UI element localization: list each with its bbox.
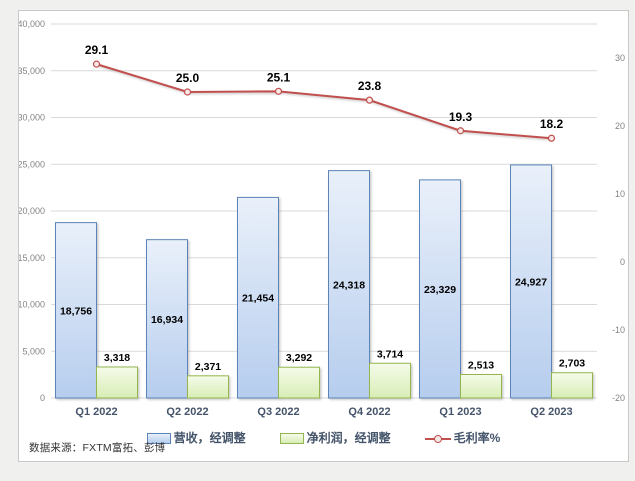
category-label: Q2 2022 [166, 406, 208, 418]
right-axis-tick-label: -10 [612, 325, 625, 335]
category-label: Q3 2022 [257, 406, 299, 418]
profit-bar-label: 3,318 [104, 352, 130, 364]
margin-marker [183, 88, 192, 96]
margin-line [96, 63, 552, 140]
margin-line-swatch-icon [424, 434, 451, 443]
category-label: Q2 2023 [530, 406, 572, 418]
revenue-bar-label: 23,329 [424, 284, 456, 296]
margin-marker [365, 96, 374, 104]
left-axis-tick-label: 25,000 [19, 159, 45, 169]
left-axis-tick-label: 35,000 [19, 66, 45, 76]
margin-marker [547, 134, 556, 142]
chart-panel: 0 5,000 10,000 15,000 20,000 25,000 30,000 35,0… [18, 10, 629, 462]
margin-point-label: 25.0 [176, 71, 200, 85]
left-axis-tick-labels: 0 5,000 10,000 15,000 20,000 25,000 30,000 35,0… [19, 19, 45, 403]
left-axis-tick-label: 40,000 [19, 19, 45, 29]
revenue-bar-series: 18,756 16,934 21,454 24,318 23,329 24,927 [55, 164, 552, 399]
margin-line-series: 29.1 25.0 25.1 23.8 19.3 18.2 [85, 43, 564, 142]
margin-marker [92, 60, 101, 68]
right-axis-tick-labels: -20 -10 0 10 20 30 [612, 53, 625, 403]
profit-bar-label: 3,292 [286, 352, 312, 364]
legend-label-margin: 毛利率% [453, 431, 501, 445]
right-axis-tick-label: 30 [615, 53, 625, 63]
category-label: Q4 2022 [348, 406, 390, 418]
right-axis-tick-label: -20 [612, 393, 625, 403]
profit-bar-series: 3,318 2,371 3,292 3,714 2,513 2,703 [96, 348, 593, 399]
revenue-bar [146, 239, 188, 399]
revenue-bar-label: 18,756 [60, 305, 92, 317]
revenue-bar [510, 164, 552, 399]
revenue-bar-label: 16,934 [151, 314, 183, 326]
profit-bar-label: 2,371 [195, 361, 221, 373]
legend-item-profit: 净利润，经调整 [279, 431, 391, 445]
category-label: Q1 2022 [75, 406, 117, 418]
chart-legend: 营收，经调整 净利润，经调整 毛利率% [19, 429, 628, 447]
legend-item-margin: 毛利率% [424, 431, 501, 445]
margin-point-label: 23.8 [358, 79, 382, 93]
profit-bar-label: 2,703 [559, 358, 585, 370]
profit-bar [551, 372, 593, 399]
profit-bar [278, 366, 320, 399]
left-axis-tick-label: 5,000 [22, 346, 45, 356]
profit-bar [96, 366, 138, 399]
left-axis-tick-label: 0 [40, 393, 45, 403]
revenue-bar-label: 24,927 [515, 276, 547, 288]
left-axis-tick-label: 30,000 [19, 113, 45, 123]
left-axis-tick-label: 20,000 [19, 206, 45, 216]
margin-marker [274, 87, 283, 95]
right-axis-tick-label: 0 [620, 257, 625, 267]
profit-bar [187, 375, 229, 399]
revenue-bar-label: 21,454 [242, 293, 274, 305]
revenue-swatch-icon [146, 432, 171, 444]
category-axis-labels: Q1 2022 Q2 2022 Q3 2022 Q4 2022 Q1 2023 Q2 20… [75, 406, 572, 418]
revenue-bar-label: 24,318 [333, 279, 365, 291]
legend-label-revenue: 营收，经调整 [173, 431, 246, 445]
margin-point-label: 25.1 [267, 70, 291, 84]
legend-item-revenue: 营收，经调整 [146, 431, 246, 445]
chart-canvas: 0 5,000 10,000 15,000 20,000 25,000 30,000 35,0… [19, 19, 625, 418]
category-label: Q1 2023 [439, 406, 481, 418]
profit-swatch-icon [279, 432, 304, 444]
margin-point-label: 18.2 [540, 117, 564, 131]
right-axis-tick-label: 10 [615, 189, 625, 199]
profit-bar [369, 362, 411, 399]
left-axis-tick-label: 15,000 [19, 253, 45, 263]
revenue-bar [419, 179, 461, 399]
profit-bar-label: 2,513 [468, 360, 494, 372]
gridlines [51, 23, 597, 399]
margin-marker [456, 127, 465, 135]
right-axis-tick-label: 20 [615, 121, 625, 131]
left-axis-tick-label: 10,000 [19, 300, 45, 310]
revenue-bar [55, 222, 97, 399]
legend-label-profit: 净利润，经调整 [306, 431, 391, 445]
profit-bar-label: 3,714 [377, 348, 403, 360]
margin-point-label: 19.3 [449, 110, 473, 124]
revenue-bar [328, 170, 370, 399]
source-note: 数据来源：FXTM富拓、彭博 [29, 442, 166, 454]
revenue-bar [237, 196, 279, 399]
margin-point-label: 29.1 [85, 43, 109, 57]
profit-bar [460, 374, 502, 399]
